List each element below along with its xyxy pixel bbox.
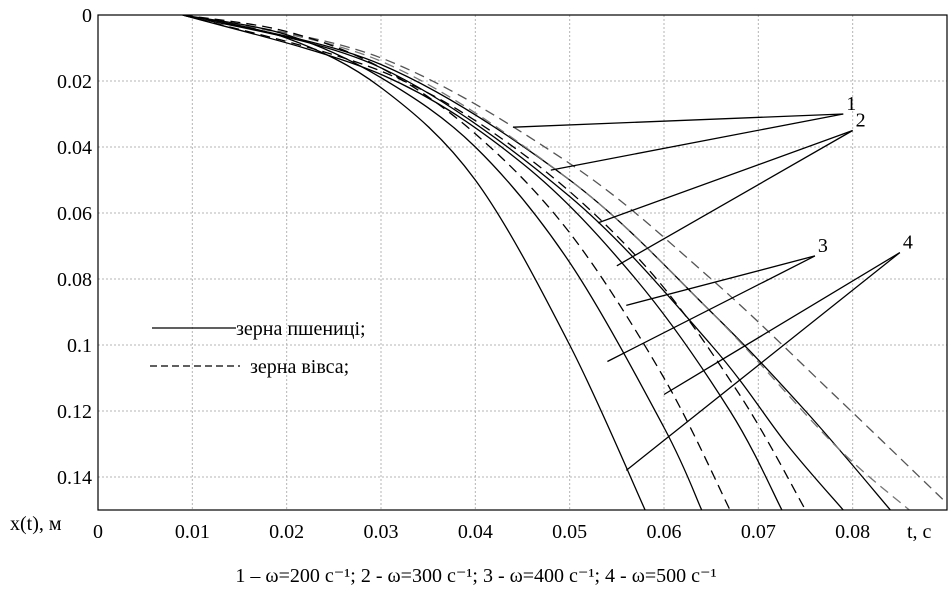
tick-labels: 0 0.01 0.02 0.03 0.04 0.05 0.06 0.07 0.08 0 0.02 0.… [57, 5, 870, 543]
annotation-leader-line [597, 129, 853, 224]
annotation-label-2: 2 [856, 110, 866, 132]
x-tick-label: 0.06 [647, 521, 682, 543]
series-line-group-2-solid [182, 15, 844, 510]
x-tick-label: 0.02 [269, 521, 304, 543]
x-axis-label: t, c [907, 521, 932, 543]
y-tick-label: 0.08 [57, 269, 92, 291]
x-tick-label: 0.04 [458, 521, 493, 543]
x-tick-label: 0 [93, 521, 103, 543]
x-tick-label: 0.08 [835, 521, 870, 543]
series-line-group-4-solid [182, 15, 646, 510]
caption: 1 – ω=200 с⁻¹; 2 - ω=300 с⁻¹; 3 - ω=400 … [235, 565, 716, 587]
annotation-layer: 12 3 4 [513, 93, 913, 471]
annotation-leader-line [616, 129, 853, 267]
x-tick-label: 0.01 [175, 521, 210, 543]
y-tick-label: 0.04 [57, 137, 92, 159]
y-tick-label: 0.14 [57, 467, 92, 489]
annotation-label-1: 1 [846, 93, 856, 115]
y-axis-label: x(t), м [10, 513, 62, 535]
plot-frame [97, 14, 948, 511]
annotation-label-4: 4 [903, 232, 913, 254]
y-tick-label: 0.06 [57, 203, 92, 225]
y-tick-label: 0.1 [67, 335, 92, 357]
annotation-leader-line [625, 252, 901, 471]
series-line-group-1-dashed [182, 15, 947, 504]
annotation-label-3: 3 [818, 235, 828, 257]
series-line-group-2-dashed [182, 15, 910, 510]
y-tick-label: 0.12 [57, 401, 92, 423]
legend: зерна пшениці; зерна вівса; [150, 318, 366, 378]
legend-label-wheat: зерна пшениці; [236, 318, 366, 340]
x-tick-label: 0.07 [741, 521, 776, 543]
x-tick-label: 0.03 [364, 521, 399, 543]
annotation-leader-line [626, 255, 816, 307]
annotation-leader-line [663, 252, 901, 396]
series-line-group-1-solid [182, 15, 891, 510]
y-tick-label: 0.02 [57, 71, 92, 93]
caption-text: 1 – ω=200 с⁻¹; 2 - ω=300 с⁻¹; 3 - ω=400 … [235, 565, 716, 587]
annotation-leader-line [607, 255, 816, 363]
x-tick-label: 0.05 [552, 521, 587, 543]
series-line-group-4-dashed [182, 15, 731, 510]
series-layer [182, 15, 947, 510]
series-line-group-4-solid [182, 15, 703, 510]
legend-label-oats: зерна вівса; [250, 356, 349, 378]
series-line-group-3-dashed [182, 15, 807, 510]
grid [97, 14, 947, 510]
series-line-group-3-solid [182, 15, 783, 510]
annotation-leader-line [513, 113, 844, 128]
y-tick-label: 0 [82, 5, 92, 27]
annotation-leader-line [550, 113, 844, 171]
